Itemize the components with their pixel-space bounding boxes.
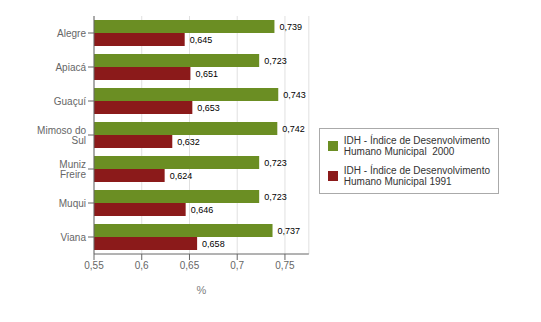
html-text:IDH - Índice de Desenvolviment: IDH - Índice de Desenvolvimento Humano M… — [343, 135, 490, 157]
svg-text:0,645: 0,645 — [190, 35, 213, 45]
svg-text:Apiacá: Apiacá — [55, 62, 86, 73]
svg-text:0,739: 0,739 — [279, 22, 302, 32]
svg-text:0,658: 0,658 — [202, 239, 225, 249]
svg-text:0,65: 0,65 — [180, 260, 200, 271]
svg-text:0,624: 0,624 — [170, 171, 193, 181]
svg-text:0,651: 0,651 — [195, 69, 218, 79]
svg-text:0,742: 0,742 — [282, 124, 305, 134]
svg-text:0,7: 0,7 — [230, 260, 244, 271]
svg-text:Guaçuí: Guaçuí — [54, 96, 86, 107]
svg-text:Alegre: Alegre — [57, 28, 86, 39]
svg-text:0,723: 0,723 — [264, 192, 287, 202]
svg-text:MunizFreire: MunizFreire — [59, 159, 86, 180]
svg-text:%: % — [197, 284, 207, 296]
html-text:IDH - Índice de Desenvolviment: IDH - Índice de Desenvolvimento Humano M… — [343, 165, 490, 187]
svg-text:0,743: 0,743 — [283, 90, 306, 100]
svg-text:0,723: 0,723 — [264, 56, 287, 66]
svg-text:0,632: 0,632 — [177, 137, 200, 147]
svg-text:0,75: 0,75 — [275, 260, 295, 271]
svg-text:0,6: 0,6 — [135, 260, 149, 271]
svg-text:0,55: 0,55 — [84, 260, 104, 271]
svg-text:0,653: 0,653 — [197, 103, 220, 113]
svg-text:Mimoso doSul: Mimoso doSul — [37, 125, 86, 146]
svg-text:Muqui: Muqui — [59, 198, 86, 209]
svg-text:Viana: Viana — [61, 232, 87, 243]
svg-text:0,723: 0,723 — [264, 158, 287, 168]
svg-text:0,646: 0,646 — [191, 205, 214, 215]
svg-text:0,737: 0,737 — [278, 226, 301, 236]
